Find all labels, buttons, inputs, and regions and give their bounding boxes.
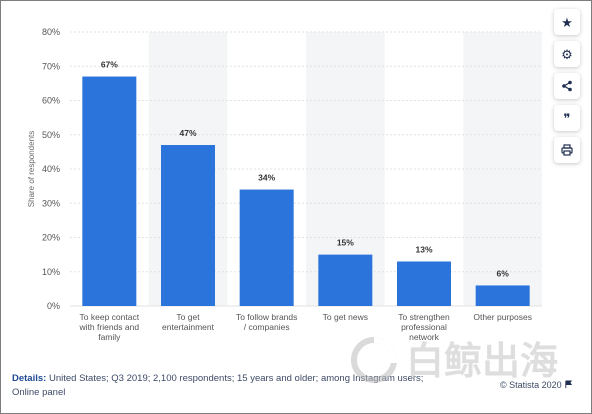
x-category-label: Other purposes — [473, 312, 532, 322]
y-tick-label: 50% — [42, 130, 60, 140]
cite-button[interactable]: ❞ — [554, 105, 580, 131]
y-tick-label: 60% — [42, 96, 60, 106]
bar-value-label: 67% — [101, 60, 118, 70]
flag-icon — [565, 380, 573, 389]
star-icon: ★ — [561, 14, 573, 30]
share-icon — [562, 80, 572, 92]
chart-details: Details: United States; Q3 2019; 2,100 r… — [12, 372, 432, 400]
chart-toolbar: ★ ⚙ ❞ — [554, 9, 584, 169]
bar — [475, 285, 530, 306]
details-text: United States; Q3 2019; 2,100 respondent… — [12, 373, 424, 398]
x-category-label: professional — [401, 322, 447, 332]
x-category-label: network — [409, 332, 440, 342]
credit-text: © Statista 2020 — [500, 380, 562, 390]
bar-value-label: 47% — [179, 128, 196, 138]
details-label: Details: — [12, 373, 47, 384]
y-tick-label: 20% — [42, 233, 60, 243]
gear-icon: ⚙ — [561, 46, 573, 62]
share-button[interactable] — [554, 73, 580, 99]
y-axis-title: Share of respondents — [27, 131, 36, 208]
print-button[interactable] — [554, 137, 580, 163]
y-tick-label: 70% — [42, 61, 60, 71]
x-category-label: To get news — [323, 312, 368, 322]
y-tick-label: 40% — [42, 164, 60, 174]
x-category-label: with friends and — [79, 322, 140, 332]
bar — [239, 189, 294, 306]
x-category-label: To keep contact — [80, 312, 140, 322]
x-category-label: family — [98, 332, 121, 342]
y-tick-label: 0% — [47, 301, 60, 311]
y-tick-label: 30% — [42, 198, 60, 208]
x-category-label: entertainment — [162, 322, 215, 332]
bar — [318, 254, 373, 306]
bar-value-label: 15% — [337, 238, 354, 248]
print-icon — [561, 144, 573, 156]
bar — [82, 76, 137, 307]
bar-value-label: 6% — [497, 268, 510, 278]
bar — [397, 261, 451, 306]
y-tick-label: 10% — [42, 267, 60, 277]
source-credit[interactable]: © Statista 2020 — [500, 380, 573, 390]
y-tick-label: 80% — [42, 27, 60, 37]
quote-icon: ❞ — [563, 110, 571, 126]
favorite-button[interactable]: ★ — [554, 9, 580, 35]
x-category-label: / companies — [244, 322, 290, 332]
bar — [161, 145, 215, 306]
x-category-label: To follow brands — [236, 312, 297, 322]
bar-value-label: 34% — [258, 173, 275, 183]
x-category-label: To get — [176, 312, 200, 322]
bar-value-label: 13% — [415, 244, 432, 254]
x-category-label: To strengthen — [398, 312, 450, 322]
settings-button[interactable]: ⚙ — [554, 41, 580, 67]
